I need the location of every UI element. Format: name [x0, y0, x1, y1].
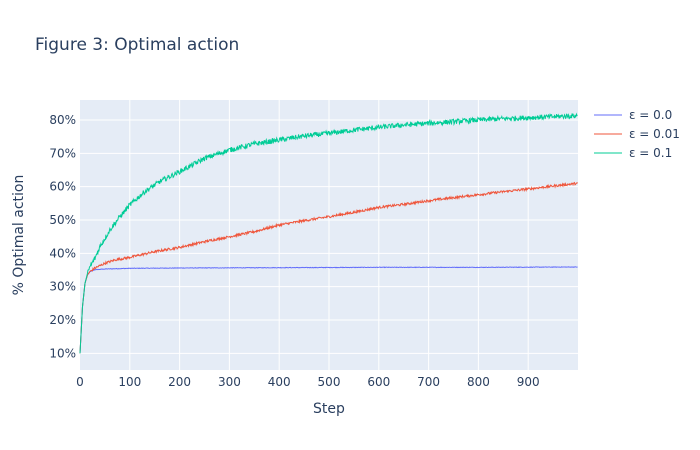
y-tick-label: 10% [49, 346, 76, 360]
x-tick-label: 300 [218, 375, 241, 389]
series-line [79, 266, 578, 354]
legend[interactable]: ε = 0.0 ε = 0.01 ε = 0.1 [594, 108, 680, 160]
series-line [79, 181, 578, 354]
x-axis-title: Step [313, 401, 345, 417]
y-tick-label: 20% [49, 313, 76, 327]
y-tick-label: 40% [49, 246, 76, 260]
legend-item-label[interactable]: ε = 0.1 [629, 146, 672, 160]
x-tick-label: 400 [268, 375, 291, 389]
chart-title: Figure 3: Optimal action [35, 35, 239, 55]
series-line [79, 112, 578, 354]
y-tick-label: 60% [49, 180, 76, 194]
x-tick-label: 800 [467, 375, 490, 389]
x-tick-label: 700 [417, 375, 440, 389]
y-tick-label: 80% [49, 113, 76, 127]
x-tick-label: 100 [118, 375, 141, 389]
y-tick-label: 70% [49, 146, 76, 160]
legend-item-label[interactable]: ε = 0.0 [629, 108, 672, 122]
y-axis-title: % Optimal action [11, 175, 27, 296]
grid [80, 100, 578, 370]
y-tick-label: 30% [49, 280, 76, 294]
x-axis: 0 100 200 300 400 500 600 700 800 900 [76, 375, 539, 389]
x-tick-label: 200 [168, 375, 191, 389]
y-tick-label: 50% [49, 213, 76, 227]
x-tick-label: 0 [76, 375, 84, 389]
x-tick-label: 600 [367, 375, 390, 389]
legend-item-label[interactable]: ε = 0.01 [629, 127, 680, 141]
y-axis: 10% 20% 30% 40% 50% 60% 70% 80% [49, 113, 76, 360]
x-tick-label: 500 [318, 375, 341, 389]
series-layer [79, 112, 578, 354]
x-tick-label: 900 [517, 375, 540, 389]
